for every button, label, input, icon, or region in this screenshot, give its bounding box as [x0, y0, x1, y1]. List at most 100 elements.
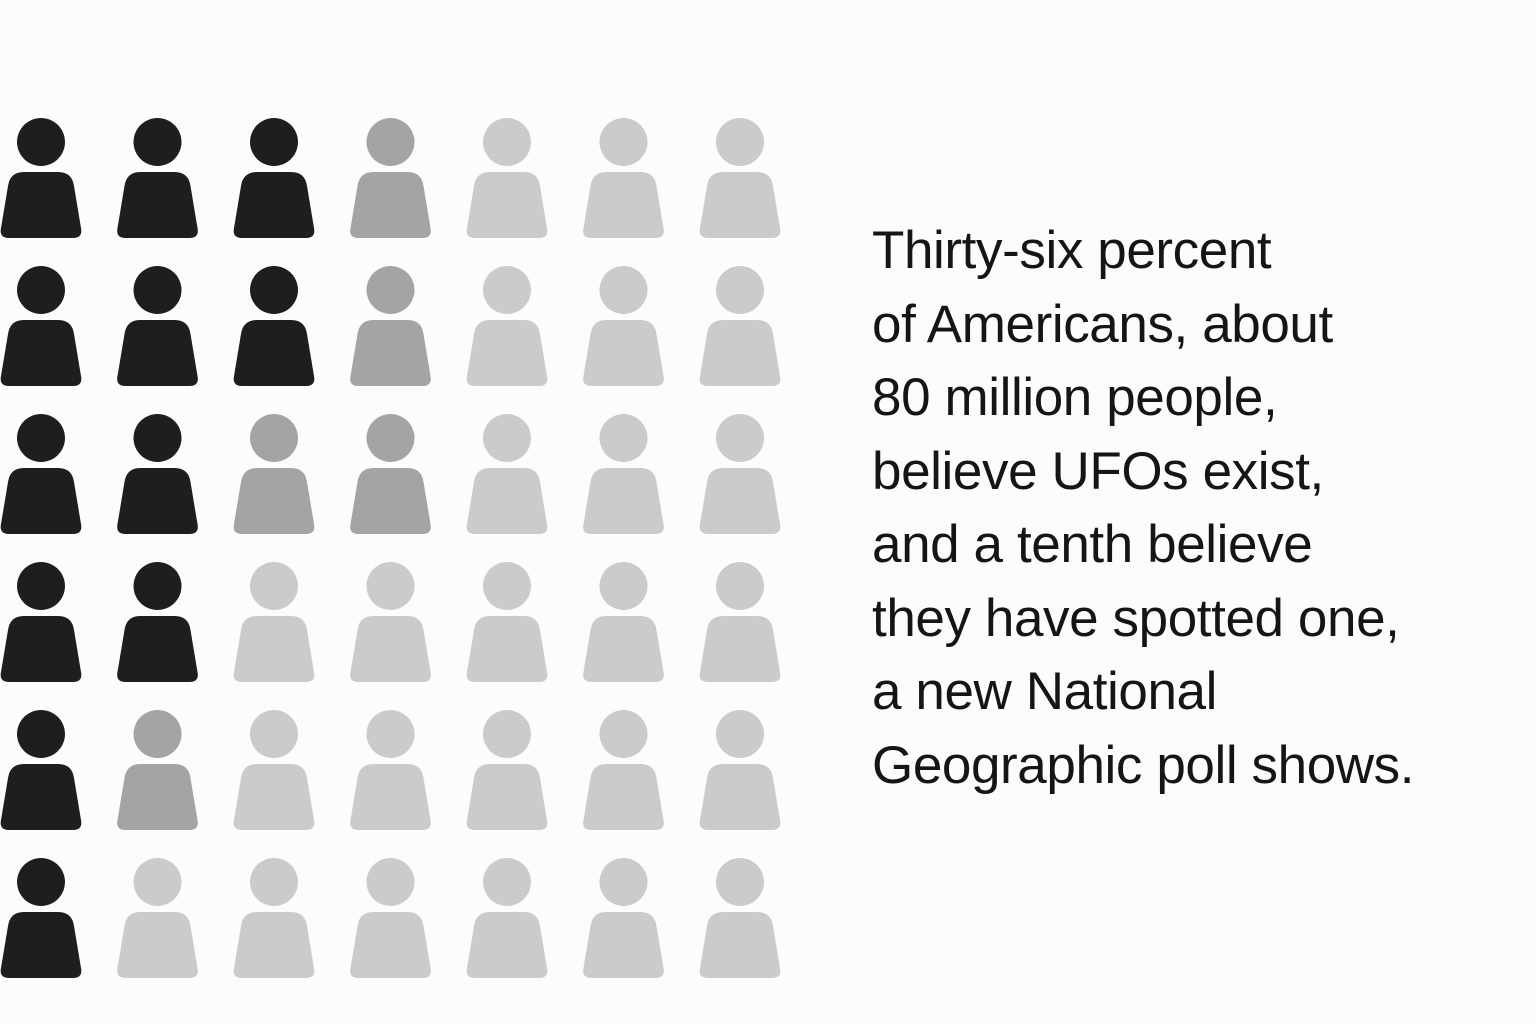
person-body [699, 912, 781, 978]
person-head [483, 858, 531, 906]
person-body [233, 616, 315, 682]
person-body [233, 764, 315, 830]
caption-line: Geographic poll shows. [872, 735, 1415, 795]
person-body [117, 468, 198, 534]
person-body [350, 912, 431, 978]
person-head [250, 710, 298, 758]
person-head [17, 710, 65, 758]
person-body [583, 616, 664, 682]
person-body [350, 616, 431, 682]
person-head [483, 414, 531, 462]
person-head [250, 266, 298, 314]
person-icon [0, 710, 82, 830]
person-body [699, 764, 781, 830]
caption-line: Thirty-six percent [872, 221, 1272, 280]
person-head [599, 858, 648, 906]
person-body [0, 912, 82, 978]
person-icon [699, 710, 781, 830]
person-icon [583, 710, 664, 830]
person-icon [0, 562, 82, 682]
person-icon [117, 858, 198, 978]
person-body [233, 172, 315, 238]
person-icon [350, 266, 431, 386]
person-head [366, 266, 415, 314]
person-icon [0, 414, 82, 534]
person-icon [350, 858, 431, 978]
person-icon [466, 266, 548, 386]
person-icon [583, 118, 664, 238]
person-icon [233, 562, 315, 682]
person-icon [0, 118, 82, 238]
person-head [133, 562, 182, 610]
person-head [483, 710, 531, 758]
person-icon [233, 414, 315, 534]
person-head [366, 414, 415, 462]
person-head [716, 858, 764, 906]
person-icon [699, 414, 781, 534]
person-body [0, 468, 82, 534]
person-icon [466, 562, 548, 682]
caption-text: Thirty-six percent of Americans, about 8… [872, 214, 1492, 802]
person-icon [466, 710, 548, 830]
person-icon [350, 118, 431, 238]
person-body [0, 320, 82, 386]
person-body [466, 468, 548, 534]
person-head [599, 414, 648, 462]
person-body [233, 320, 315, 386]
person-head [483, 266, 531, 314]
person-icon [350, 710, 431, 830]
person-icon [0, 266, 82, 386]
person-icon [583, 858, 664, 978]
person-body [583, 172, 664, 238]
person-icon [117, 118, 198, 238]
person-head [17, 858, 65, 906]
person-head [483, 118, 531, 166]
person-head [17, 266, 65, 314]
person-body [117, 912, 198, 978]
person-head [17, 414, 65, 462]
person-body [466, 172, 548, 238]
person-icon [117, 414, 198, 534]
person-head [366, 118, 415, 166]
person-body [350, 320, 431, 386]
person-head [133, 414, 182, 462]
person-head [599, 266, 648, 314]
person-head [716, 266, 764, 314]
person-head [133, 266, 182, 314]
person-head [716, 118, 764, 166]
person-head [716, 562, 764, 610]
person-head [133, 118, 182, 166]
person-head [366, 858, 415, 906]
person-body [583, 320, 664, 386]
person-head [17, 118, 65, 166]
person-body [466, 616, 548, 682]
person-icon [117, 266, 198, 386]
person-body [699, 320, 781, 386]
person-icon [699, 118, 781, 238]
caption-line: of Americans, about [872, 294, 1333, 354]
person-body [117, 764, 198, 830]
person-pictogram-chart [0, 118, 781, 978]
person-head [250, 414, 298, 462]
person-body [583, 912, 664, 978]
person-body [0, 172, 82, 238]
person-icon [0, 858, 82, 978]
person-icon [699, 266, 781, 386]
person-body [583, 468, 664, 534]
person-icon [233, 118, 315, 238]
person-icon [117, 710, 198, 830]
person-head [599, 710, 648, 758]
person-body [583, 764, 664, 830]
person-icon [583, 414, 664, 534]
person-body [350, 764, 431, 830]
person-body [466, 320, 548, 386]
person-body [117, 616, 198, 682]
person-body [699, 172, 781, 238]
person-body [699, 616, 781, 682]
person-head [716, 710, 764, 758]
person-icon [466, 858, 548, 978]
person-head [250, 858, 298, 906]
person-body [117, 172, 198, 238]
person-body [117, 320, 198, 386]
